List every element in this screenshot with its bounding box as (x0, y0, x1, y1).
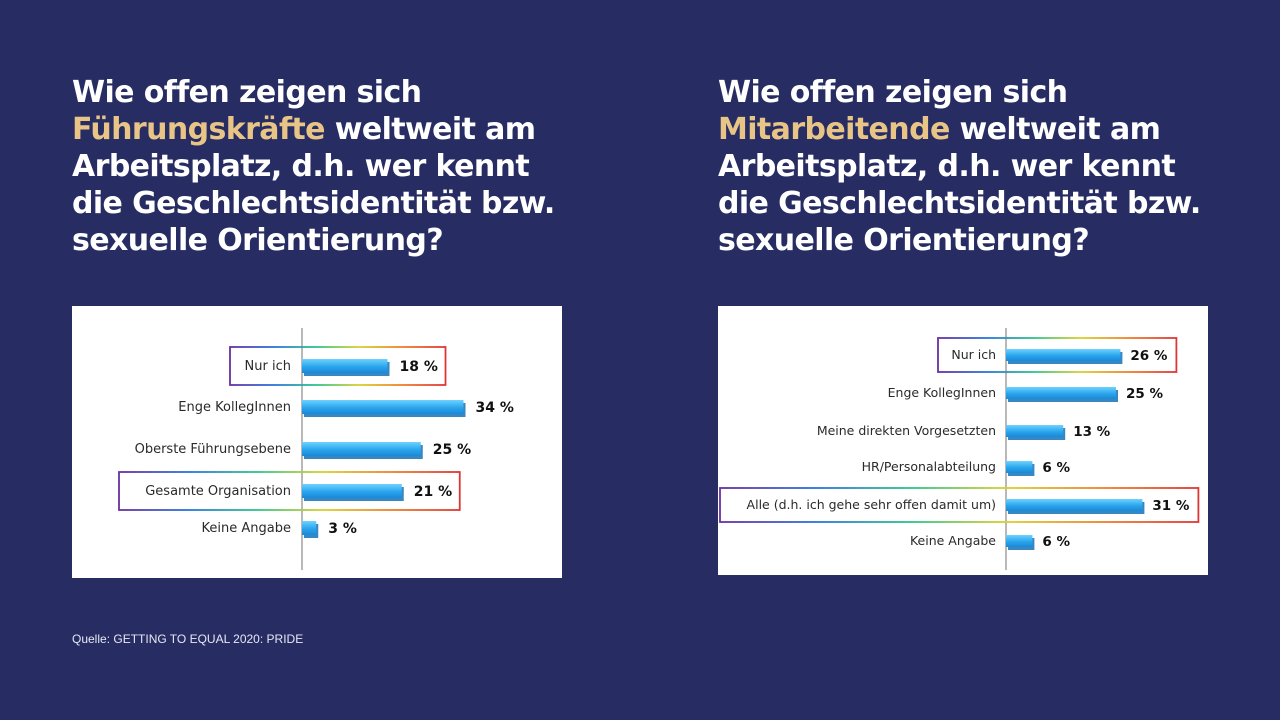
value-label: 18 % (400, 359, 438, 375)
heading-right: Wie offen zeigen sich Mitarbeitende welt… (718, 74, 1238, 259)
category-label: Meine direkten Vorgesetzten (817, 423, 996, 438)
heading-line: weltweit am (949, 112, 1161, 147)
heading-line: weltweit am (324, 112, 536, 147)
highlight-frame (719, 487, 1200, 523)
heading-line: Wie offen zeigen sich (718, 75, 1068, 110)
heading-line: die Geschlechtsidentität bzw. (72, 186, 555, 221)
bar (1006, 349, 1121, 361)
bar (1006, 535, 1033, 547)
bar (302, 521, 317, 535)
heading-left: Wie offen zeigen sich Führungskräfte wel… (72, 74, 592, 259)
category-label: Enge KollegInnen (888, 385, 996, 400)
value-label: 13 % (1073, 424, 1110, 440)
category-label: Gesamte Organisation (145, 484, 291, 499)
source-caption: Quelle: GETTING TO EQUAL 2020: PRIDE (72, 632, 304, 646)
bar (1006, 387, 1116, 399)
heading-line: sexuelle Orientierung? (72, 223, 444, 258)
heading-line: Arbeitsplatz, d.h. wer kennt (718, 149, 1176, 184)
value-label: 21 % (414, 484, 452, 500)
category-label: Alle (d.h. ich gehe sehr offen damit um) (747, 497, 996, 512)
bar (302, 400, 464, 414)
bar-chart-mitarbeitende: Nur ich 26 % Enge KollegInnen 25 % Meine dir… (719, 328, 1200, 570)
heading-highlight: Mitarbeitende (718, 112, 950, 147)
category-label: Enge KollegInnen (178, 400, 291, 415)
heading-line: die Geschlechtsidentität bzw. (718, 186, 1201, 221)
value-label: 6 % (1042, 460, 1070, 476)
value-label: 26 % (1130, 348, 1167, 364)
bar (1006, 499, 1143, 511)
bar (302, 442, 421, 456)
category-label: Nur ich (951, 347, 996, 362)
value-label: 25 % (433, 442, 471, 458)
value-label: 3 % (328, 521, 357, 537)
highlight-frame (229, 346, 447, 386)
category-label: Oberste Führungsebene (135, 442, 291, 457)
heading-line: Arbeitsplatz, d.h. wer kennt (72, 149, 530, 184)
category-label: Keine Angabe (910, 533, 996, 548)
value-label: 6 % (1042, 534, 1070, 550)
heading-line: Wie offen zeigen sich (72, 75, 422, 110)
value-label: 31 % (1152, 498, 1189, 514)
chart-panel-mitarbeitende: Nur ich 26 % Enge KollegInnen 25 % Meine dir… (718, 306, 1208, 575)
category-label: HR/Personalabteilung (862, 459, 996, 474)
category-label: Keine Angabe (202, 521, 291, 536)
value-label: 25 % (1126, 386, 1163, 402)
heading-line: sexuelle Orientierung? (718, 223, 1090, 258)
heading-highlight: Führungskräfte (72, 112, 325, 147)
bar (1006, 461, 1033, 473)
highlight-frame (937, 337, 1178, 373)
bar (302, 359, 388, 373)
bar (1006, 425, 1064, 437)
bar (302, 484, 402, 498)
value-label: 34 % (476, 400, 514, 416)
category-label: Nur ich (245, 359, 291, 374)
bar-chart-fuehrungskraefte: Nur ich 18 % Enge KollegInnen 34 % Oberste F… (118, 328, 514, 570)
highlight-frame (118, 471, 461, 511)
chart-panel-fuehrungskraefte: Nur ich 18 % Enge KollegInnen 34 % Oberste F… (72, 306, 562, 578)
